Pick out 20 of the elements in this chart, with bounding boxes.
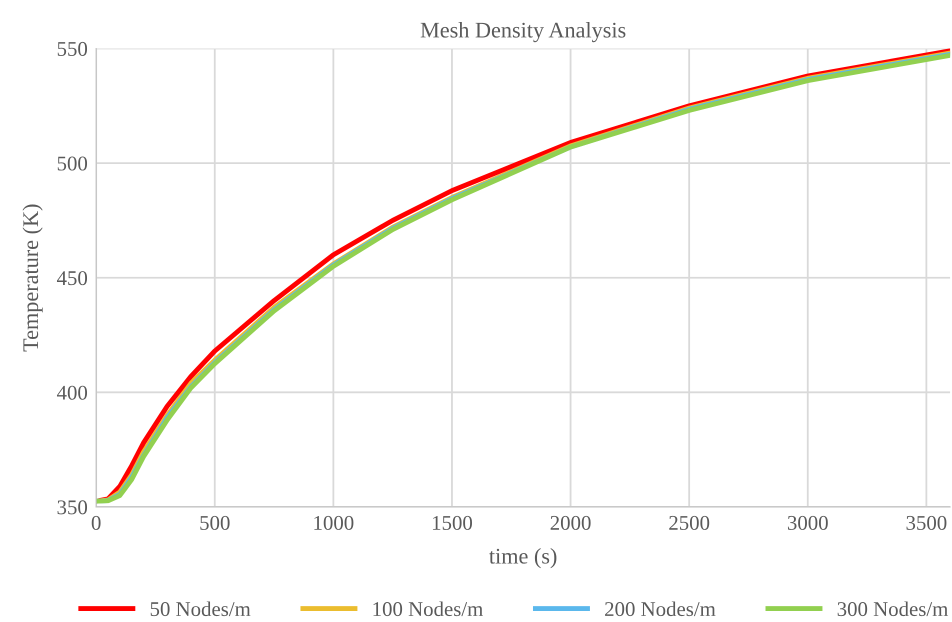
legend-label: 300 Nodes/m [838, 601, 948, 616]
x-axis-title: time (s) [489, 548, 556, 568]
legend-label: 100 Nodes/m [373, 601, 484, 616]
chart-title: Mesh Density Analysis [420, 22, 626, 42]
x-tick-label: 2000 [550, 516, 591, 530]
x-tick-label: 3000 [788, 516, 828, 530]
y-tick-label: 450 [56, 271, 88, 286]
legend-label: 50 Nodes/m [150, 601, 250, 616]
y-tick-label: 400 [56, 386, 88, 400]
y-tick-label: 550 [58, 42, 88, 56]
y-axis-title: Temperature (K) [22, 204, 43, 352]
x-tick-label: 3500 [906, 516, 946, 530]
x-tick-label: 2500 [669, 516, 710, 530]
x-tick-label: 1500 [432, 516, 472, 530]
y-tick-label: 500 [58, 156, 88, 171]
legend-label: 200 Nodes/m [605, 601, 716, 616]
x-tick-label: 0 [92, 516, 101, 530]
x-tick-label: 500 [200, 516, 230, 530]
x-tick-label: 1000 [314, 516, 354, 530]
y-tick-label: 350 [58, 500, 88, 514]
